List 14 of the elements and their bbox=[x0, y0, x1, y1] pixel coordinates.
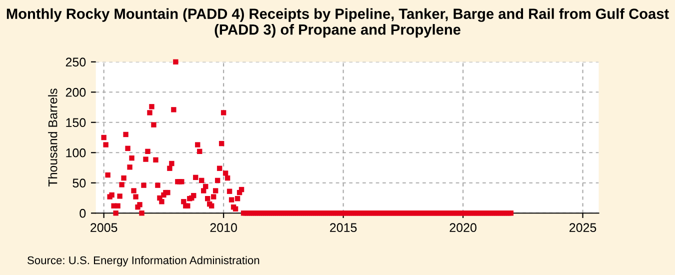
x-tick-label: 2025 bbox=[569, 223, 596, 232]
y-tick-label: 200 bbox=[66, 88, 86, 97]
x-tick-label: 2020 bbox=[450, 223, 476, 232]
y-axis-title: Thousand Barrels bbox=[48, 88, 58, 187]
y-tick-label: 50 bbox=[72, 178, 86, 188]
x-tick-label: 2005 bbox=[90, 223, 118, 232]
x-tick-label: 2010 bbox=[210, 223, 237, 232]
y-tick-label: 100 bbox=[66, 148, 86, 158]
source-note: Source: U.S. Energy Information Administration bbox=[28, 256, 260, 266]
y-tick-label: 150 bbox=[66, 118, 86, 128]
y-tick-label: 250 bbox=[66, 58, 86, 67]
chart-title: Monthly Rocky Mountain (PADD 4) Receipts by Pipeline, Tanker, Barge and Rail from Gulf Coast (PADD 3) of Propane and Propylene bbox=[6, 8, 669, 38]
y-tick-label: 0 bbox=[80, 208, 86, 218]
x-tick-label: 2015 bbox=[330, 223, 357, 232]
